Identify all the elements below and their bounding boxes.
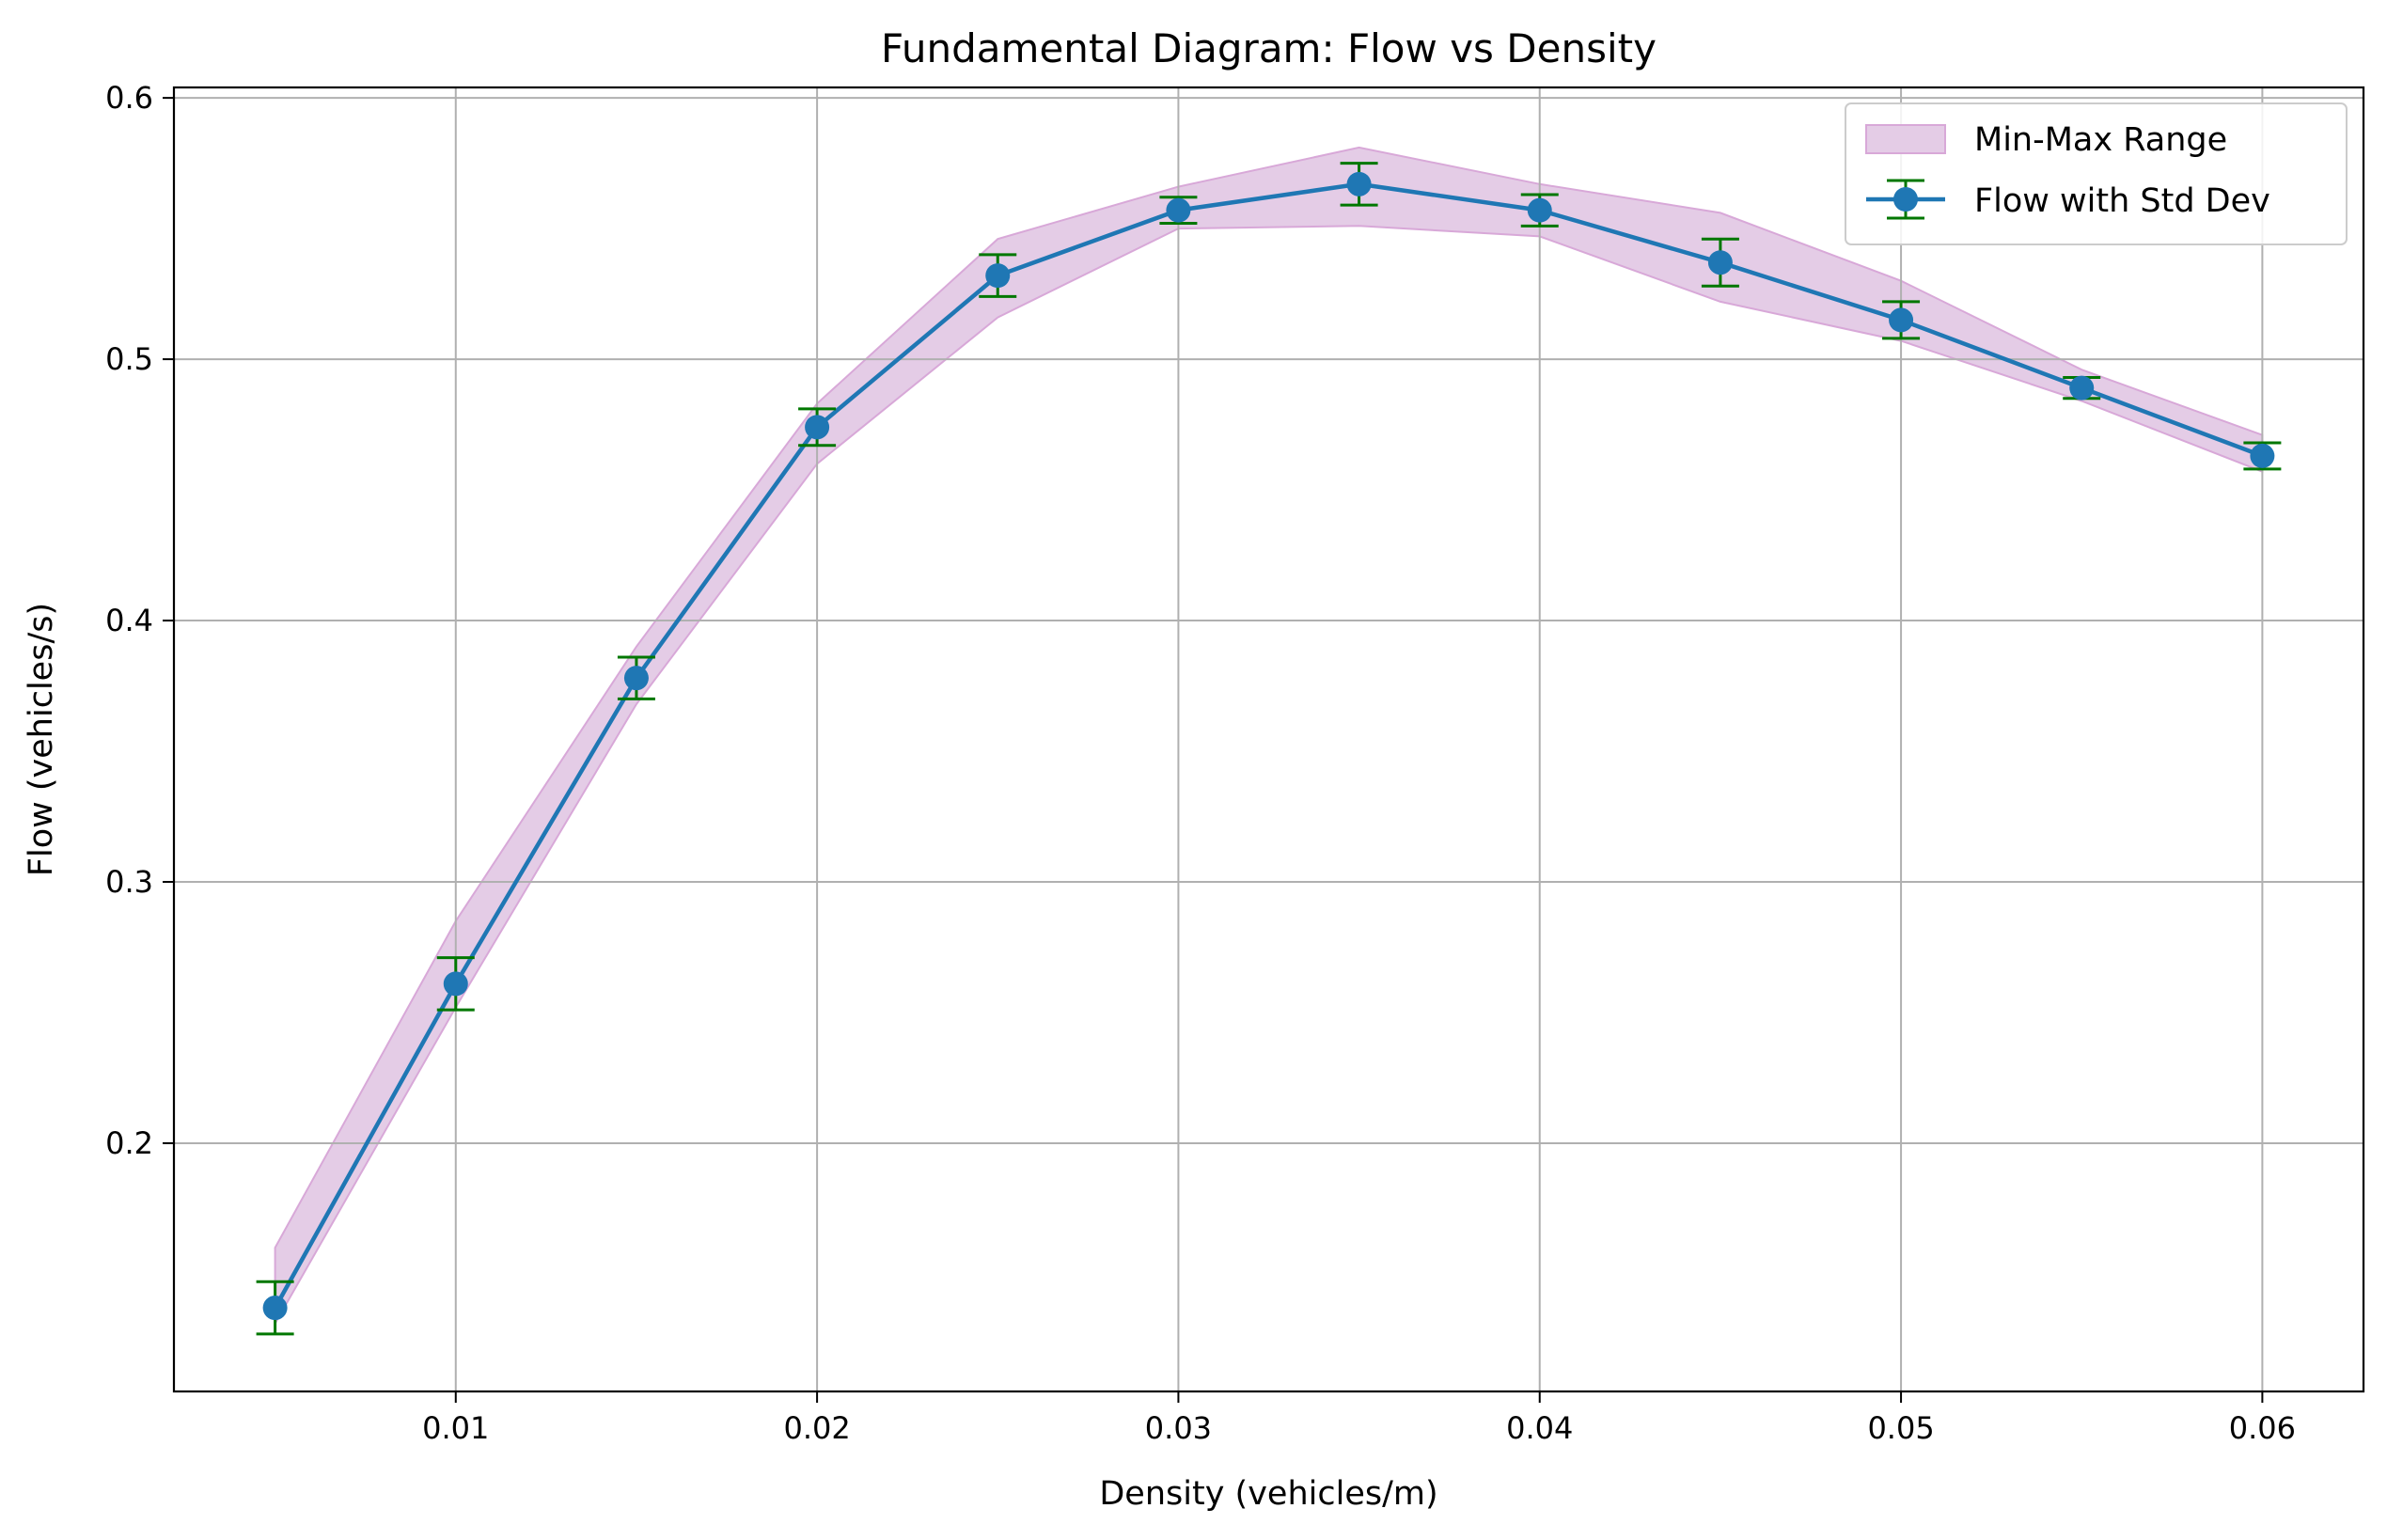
flow-marker — [2069, 375, 2095, 401]
y-tick-label: 0.6 — [105, 80, 153, 116]
x-tick-label: 0.03 — [1145, 1410, 1212, 1446]
x-axis-title: Density (vehicles/m) — [1099, 1475, 1437, 1513]
data-point-0-03 — [1159, 196, 1198, 226]
flow-marker — [805, 415, 830, 440]
flow-marker — [1166, 197, 1191, 223]
data-point-0-06 — [2243, 441, 2282, 471]
flow-marker — [623, 666, 649, 691]
data-point-0-055 — [2063, 375, 2101, 401]
flow-marker — [985, 263, 1011, 289]
y-tick-label: 0.5 — [105, 341, 153, 377]
legend-box — [1845, 102, 2348, 245]
data-point-0-015 — [617, 655, 655, 700]
flow-marker — [443, 971, 468, 997]
x-tick-label: 0.04 — [1506, 1410, 1573, 1446]
y-axis-title: Flow (vehicles/s) — [23, 603, 60, 876]
legend-label-flow-with-std-dev: Flow with Std Dev — [1974, 182, 2270, 220]
x-tick-label: 0.05 — [1867, 1410, 1934, 1446]
y-tick-label: 0.3 — [105, 864, 153, 900]
data-point-0-01 — [436, 956, 475, 1012]
data-point-0-045 — [1701, 237, 1739, 288]
legend-marker — [1893, 187, 1918, 212]
data-point-0-025 — [979, 253, 1017, 298]
chart-title: Fundamental Diagram: Flow vs Density — [881, 25, 1657, 71]
data-point-0-02 — [798, 407, 837, 448]
plot-area-frame — [172, 86, 2365, 1393]
flow-marker — [1346, 171, 1372, 196]
x-tick-label: 0.01 — [422, 1410, 489, 1446]
flow-marker — [1527, 197, 1552, 223]
flow-marker — [1707, 250, 1733, 275]
legend: Min-Max Range Flow with Std Dev — [1845, 102, 2348, 245]
y-tick-label: 0.4 — [105, 603, 153, 638]
tick-layer: 0.01 0.02 0.03 0.04 0.05 0.06 0.2 0.3 0.4 0.5 0.6 — [105, 80, 2296, 1446]
data-point-0-05 — [1882, 300, 1921, 340]
flow-marker — [1889, 307, 1914, 333]
legend-label-min-max-range: Min-Max Range — [1974, 121, 2227, 159]
x-tick-label: 0.02 — [783, 1410, 850, 1446]
data-point-0-035 — [1340, 162, 1378, 207]
legend-swatch-min-max-range — [1865, 124, 1946, 154]
legend-swatch-flow-with-std-dev — [1866, 179, 1945, 220]
data-point-0-005 — [256, 1280, 294, 1336]
x-tick-label: 0.06 — [2229, 1410, 2296, 1446]
series-layer — [256, 162, 2282, 1336]
flow-marker — [2250, 443, 2275, 468]
y-tick-label: 0.2 — [105, 1125, 153, 1161]
grid-layer — [174, 87, 2363, 1391]
data-point-0-04 — [1520, 193, 1559, 228]
flow-series-line — [273, 181, 2264, 1310]
flow-marker — [262, 1296, 288, 1321]
